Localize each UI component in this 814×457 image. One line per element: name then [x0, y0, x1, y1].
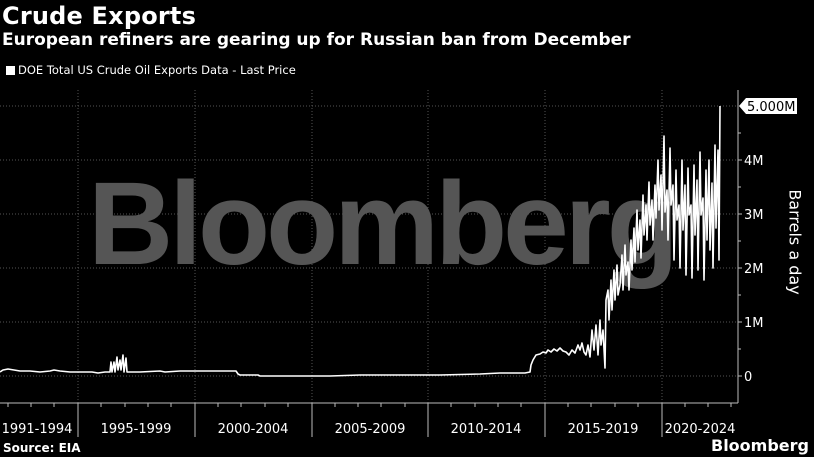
- y-tick-3m: 3M: [744, 208, 764, 223]
- x-tick-1995: 1995-1999: [101, 422, 172, 437]
- v-gridlines: [77, 90, 663, 403]
- x-tick-2005: 2005-2009: [335, 422, 406, 437]
- x-tick-2010: 2010-2014: [451, 422, 522, 437]
- legend-label: DOE Total US Crude Oil Exports Data - La…: [18, 63, 296, 77]
- y-axis-label: Barrels a day: [785, 189, 805, 295]
- x-minor-ticks: [7, 403, 732, 407]
- axes: [0, 90, 742, 437]
- legend-swatch-icon: [6, 65, 15, 75]
- x-tick-1991: 1991-1994: [2, 422, 73, 437]
- chart-title: Crude Exports: [2, 2, 197, 30]
- source-note: Source: EIA: [3, 441, 81, 455]
- y-tick-4m: 4M: [744, 154, 764, 169]
- y-tick-2m: 2M: [744, 262, 764, 277]
- y-tick-0: 0: [744, 370, 752, 385]
- chart-subtitle: European refiners are gearing up for Rus…: [2, 30, 631, 50]
- x-tick-2000: 2000-2004: [218, 422, 289, 437]
- x-tick-2020: 2020-2024: [665, 422, 736, 437]
- series-line: [0, 105, 721, 377]
- y-tick-labels: 0 1M 2M 3M 4M: [744, 154, 764, 385]
- x-tick-labels: 1991-1994 1995-1999 2000-2004 2005-2009 …: [2, 422, 736, 437]
- last-value-label: 5.000M: [747, 100, 795, 115]
- x-tick-2015: 2015-2019: [568, 422, 639, 437]
- legend: DOE Total US Crude Oil Exports Data - La…: [6, 63, 296, 77]
- last-value-tag: 5.000M: [739, 98, 797, 115]
- brand-text: Bloomberg: [711, 436, 809, 455]
- bloomberg-logo: Bloomberg: [711, 436, 814, 455]
- watermark: Bloomberg: [88, 158, 675, 290]
- y-tick-1m: 1M: [744, 316, 764, 331]
